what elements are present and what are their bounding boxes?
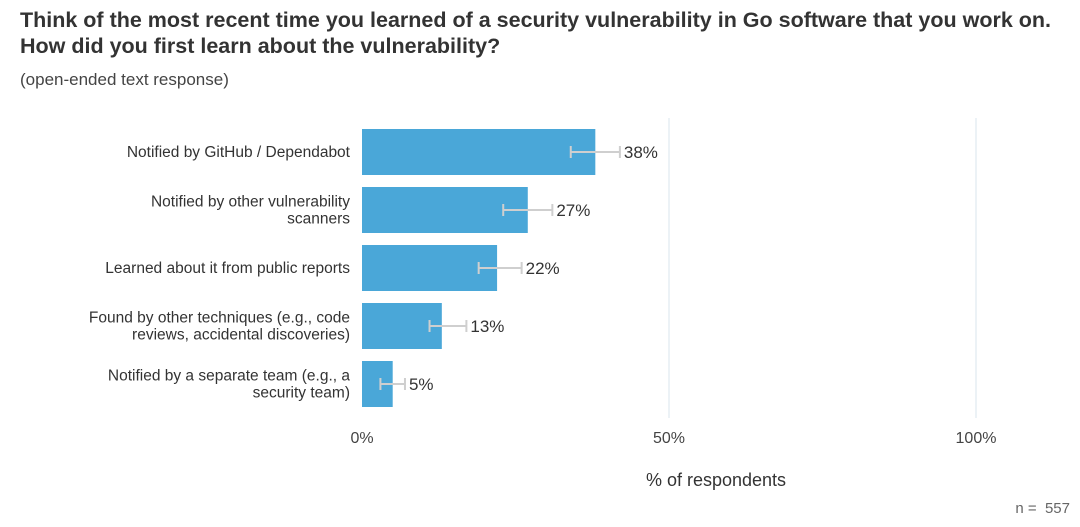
error-bar (569, 146, 621, 158)
x-axis-ticks: 0% 50% 100% (350, 430, 996, 447)
chart-title: Think of the most recent time you learne… (20, 8, 1051, 58)
error-bar (502, 204, 554, 216)
error-bar (428, 320, 468, 332)
category-labels: Notified by GitHub / Dependabot Notified … (89, 144, 351, 402)
value-label: 38% (624, 143, 658, 162)
x-tick-label: 100% (956, 430, 997, 447)
value-label: 5% (409, 375, 434, 394)
bar (362, 187, 528, 233)
category-label: Notified by other vulnerability scanners (151, 194, 350, 228)
category-label: Notified by a separate team (e.g., a secu… (108, 368, 350, 402)
value-label: 13% (470, 317, 504, 336)
gridlines (668, 118, 977, 418)
error-bar (379, 378, 406, 390)
bar (362, 129, 596, 175)
bar (362, 303, 442, 349)
category-label: Notified by GitHub / Dependabot (127, 144, 351, 161)
x-axis-label: % of respondents (646, 470, 786, 490)
error-bar (477, 262, 523, 274)
sample-size-label: n = 557 (1015, 500, 1070, 517)
chart-subtitle: (open-ended text response) (20, 70, 229, 89)
value-label: 22% (526, 259, 560, 278)
bars: 38% 27% 22% 13% 5% (362, 129, 658, 407)
value-label: 27% (556, 201, 590, 220)
x-tick-label: 0% (350, 430, 373, 447)
category-label: Found by other techniques (e.g., code rev… (89, 310, 350, 344)
bar (362, 245, 498, 291)
category-label: Learned about it from public reports (105, 260, 350, 277)
x-tick-label: 50% (653, 430, 685, 447)
